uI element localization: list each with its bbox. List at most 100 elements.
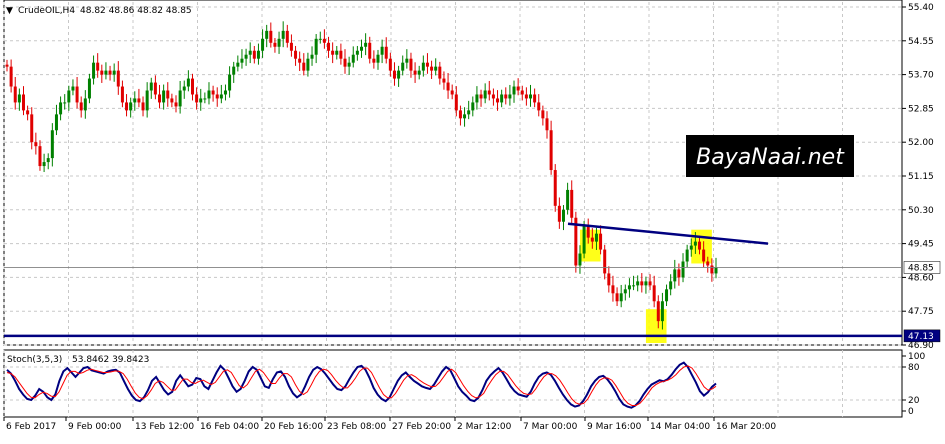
- candle-body: [533, 94, 537, 103]
- candle-body: [673, 269, 677, 282]
- candle-body: [294, 50, 298, 59]
- drawn-lines: [4, 222, 902, 338]
- candle-body: [314, 38, 318, 55]
- candle-body: [5, 64, 9, 67]
- support-price-tag-bg: [903, 329, 941, 343]
- candle-body: [623, 289, 627, 294]
- time-tick-label: 23 Feb 08:00: [327, 422, 386, 432]
- candle-body: [26, 110, 30, 115]
- time-axis: 6 Feb 2017 9 Feb 00:00 13 Feb 12:00 16 Feb …: [3, 417, 776, 432]
- candle-body: [685, 249, 689, 262]
- candle-body: [660, 301, 664, 322]
- candle-body: [714, 267, 718, 274]
- candle-body: [599, 233, 603, 250]
- candle-body: [145, 90, 149, 111]
- candle-body: [421, 62, 425, 71]
- candle-body: [570, 189, 574, 218]
- candle-body: [640, 281, 644, 286]
- candle-body: [360, 46, 363, 51]
- stochastic-lines: [6, 361, 717, 409]
- candle-body: [590, 237, 594, 242]
- candle-body: [178, 90, 182, 107]
- candle-body: [63, 102, 67, 104]
- candle-body: [170, 98, 174, 103]
- candle-body: [710, 265, 714, 274]
- candle-body: [195, 94, 199, 103]
- candle-body: [199, 98, 203, 103]
- candle-body: [302, 62, 306, 71]
- candle-body: [401, 62, 405, 71]
- candle-body: [17, 94, 21, 103]
- ohlc-values: 48.82 48.86 48.82 48.85: [80, 6, 192, 16]
- candle-body: [541, 110, 545, 119]
- candle-body: [228, 74, 232, 91]
- candle-body: [9, 66, 13, 87]
- price-axis: 55.40 54.55 53.70 52.85 52.00 51.15 50.30 49.45…: [902, 3, 934, 351]
- candle-body: [392, 70, 396, 79]
- candle-body: [87, 78, 91, 99]
- candle-body: [30, 114, 34, 143]
- candle-body: [372, 58, 376, 63]
- price-tick-label: 50.30: [908, 206, 934, 216]
- candle-body: [669, 281, 673, 290]
- candle-body: [46, 158, 50, 163]
- time-tick-label: 16 Mar 20:00: [716, 422, 776, 432]
- candle-body: [698, 241, 702, 250]
- candle-body: [376, 54, 380, 63]
- candle-body: [269, 30, 273, 43]
- candle-body: [166, 90, 170, 99]
- candle-body: [652, 285, 656, 302]
- candle-body: [182, 86, 186, 91]
- indicator-tick-label: 100: [908, 352, 925, 362]
- candle-body: [190, 78, 194, 95]
- time-tick-label: 2 Mar 12:00: [457, 422, 512, 432]
- indicator-panel-frame: [3, 349, 903, 418]
- candle-body: [265, 30, 269, 39]
- candle-body: [244, 54, 248, 59]
- candle-body: [368, 42, 372, 59]
- candle-body: [339, 50, 343, 59]
- candle-body: [553, 170, 557, 206]
- candle-body: [475, 94, 479, 103]
- candlesticks: [5, 21, 718, 330]
- candle-body: [215, 94, 219, 99]
- candle-body: [207, 90, 211, 99]
- stoch-d-line: [6, 365, 717, 406]
- candle-body: [467, 110, 471, 115]
- candle-body: [327, 42, 331, 51]
- candle-body: [520, 90, 524, 95]
- candle-body: [289, 42, 293, 51]
- price-tick-label: 49.45: [908, 240, 934, 250]
- candle-body: [129, 102, 133, 111]
- candle-body: [524, 94, 528, 99]
- candle-body: [388, 58, 392, 71]
- candle-body: [413, 70, 417, 75]
- time-tick-label: 27 Feb 20:00: [392, 422, 451, 432]
- time-tick-label: 16 Feb 04:00: [200, 422, 259, 432]
- candle-body: [318, 38, 322, 40]
- candle-body: [236, 62, 240, 67]
- candle-body: [702, 249, 706, 262]
- candle-body: [38, 146, 42, 167]
- candle-body: [586, 225, 590, 238]
- price-tags: 48.85 47.13: [903, 261, 941, 343]
- candle-body: [582, 225, 586, 254]
- candle-body: [67, 90, 71, 103]
- price-tick-label: 54.55: [908, 37, 934, 47]
- candle-body: [343, 58, 347, 67]
- candle-body: [463, 114, 467, 119]
- candle-body: [256, 50, 260, 59]
- indicator-tick-label: 0: [908, 407, 914, 417]
- candle-body: [450, 90, 454, 95]
- candle-body: [108, 70, 112, 75]
- watermark-text: BayaNaai.net: [696, 145, 845, 170]
- candle-body: [425, 62, 429, 67]
- candle-body: [561, 209, 565, 222]
- candle-body: [557, 205, 561, 222]
- candle-body: [665, 289, 669, 302]
- candle-body: [104, 70, 108, 75]
- candle-body: [125, 102, 129, 111]
- candle-body: [496, 98, 500, 103]
- symbol-menu-arrow[interactable]: ▼: [6, 6, 13, 16]
